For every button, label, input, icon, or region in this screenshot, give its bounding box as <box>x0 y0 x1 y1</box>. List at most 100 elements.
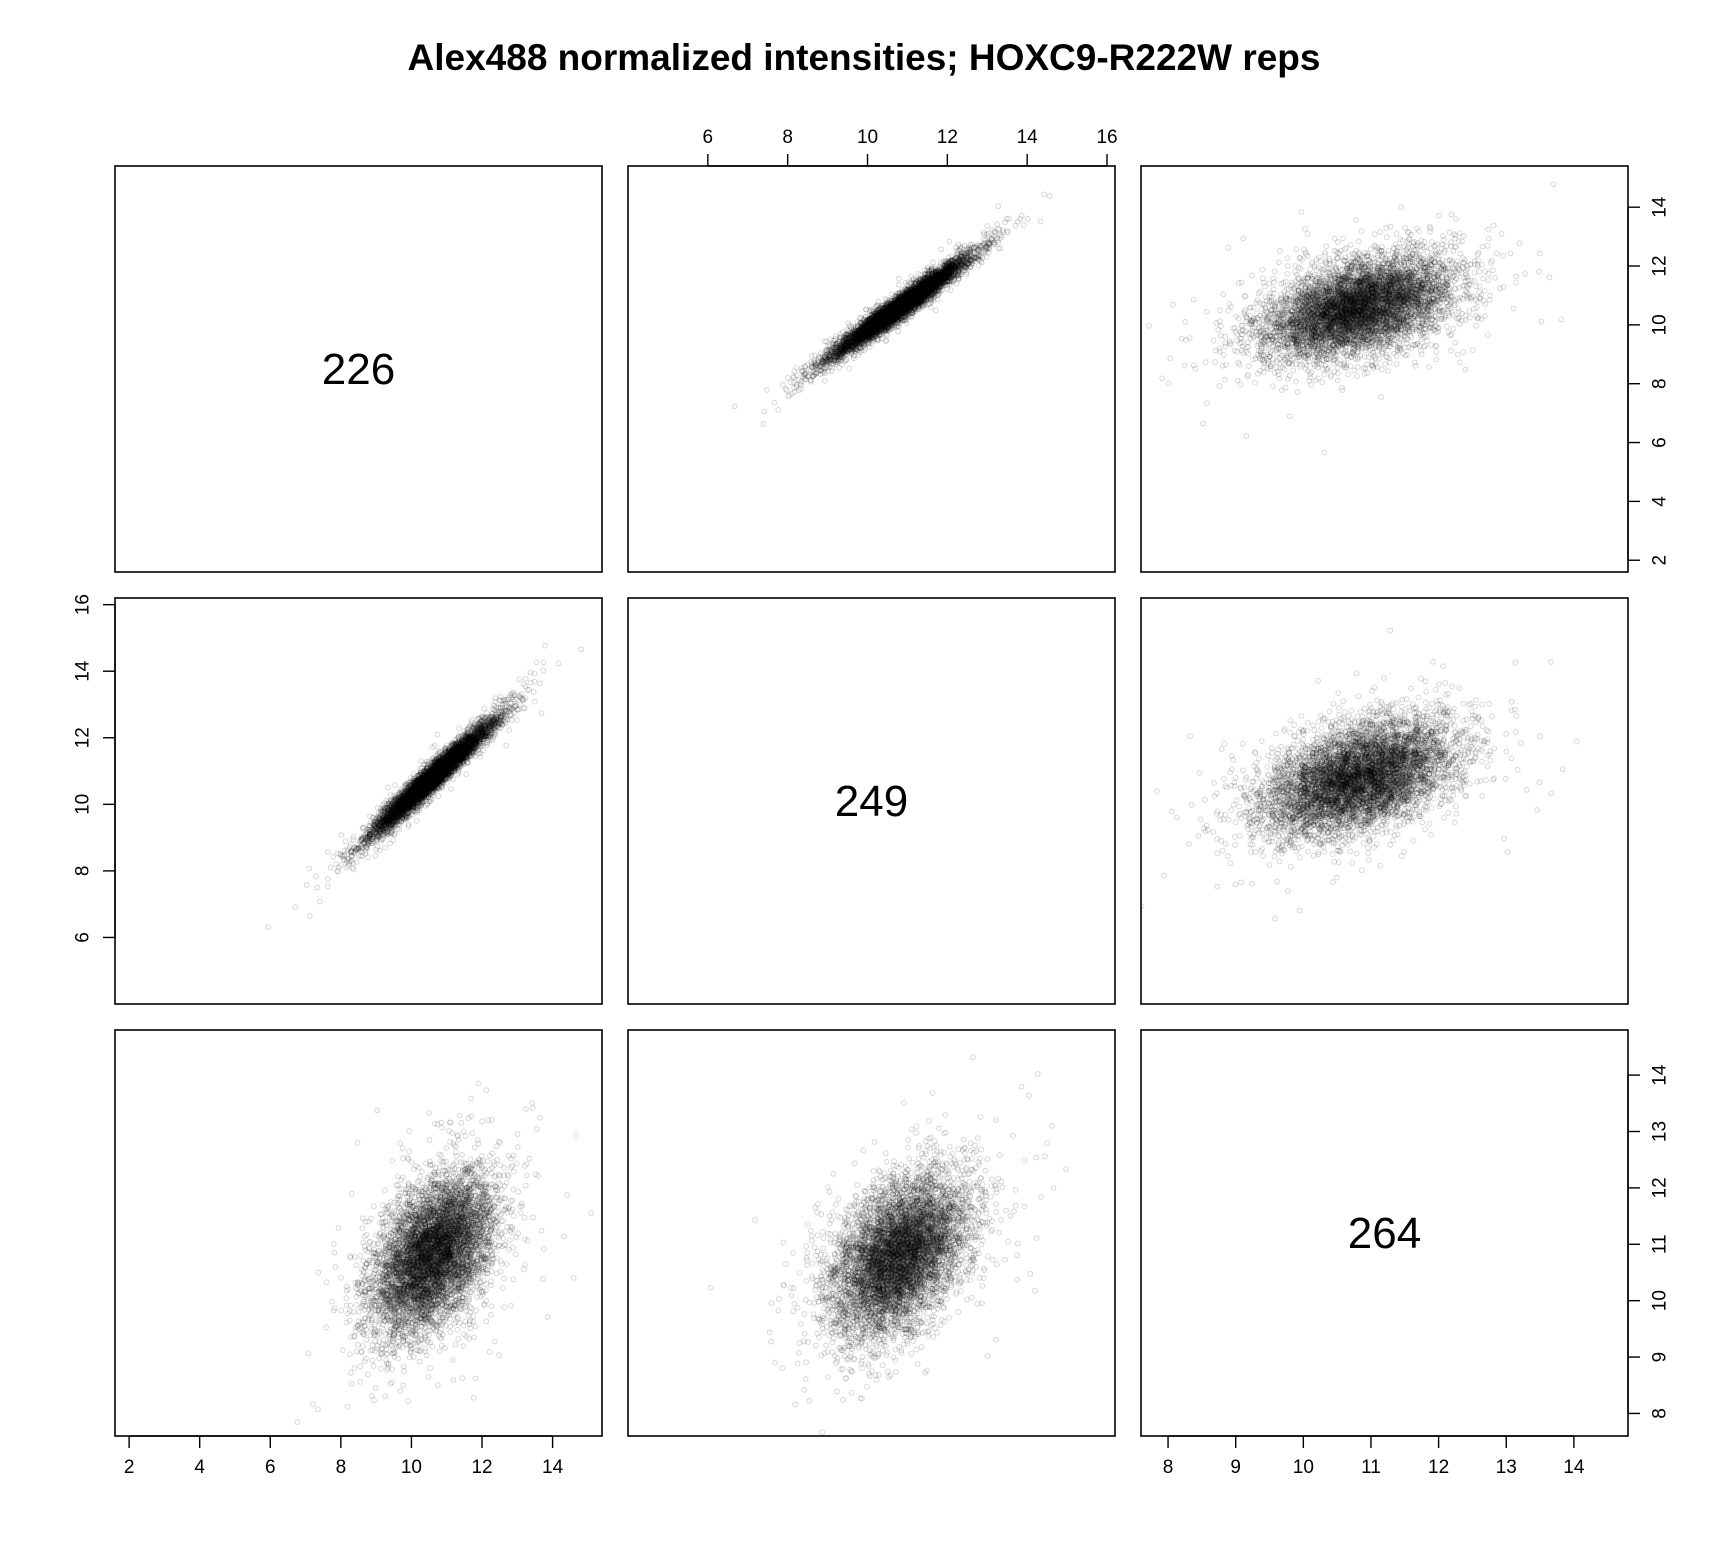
data-point <box>898 296 905 303</box>
data-point <box>835 353 841 360</box>
data-point <box>877 320 883 326</box>
data-point <box>936 275 943 282</box>
data-point <box>852 336 859 342</box>
data-point <box>886 307 893 314</box>
data-point <box>867 322 873 329</box>
data-point <box>909 298 916 305</box>
data-point <box>868 329 875 336</box>
data-point <box>870 320 877 326</box>
data-point <box>918 285 925 292</box>
data-point <box>883 304 890 311</box>
data-point <box>907 294 914 301</box>
data-point <box>865 335 872 342</box>
data-point <box>903 300 909 307</box>
data-point <box>871 318 878 325</box>
data-point <box>863 329 869 336</box>
data-point <box>861 317 868 324</box>
data-point <box>903 308 909 315</box>
data-point <box>880 321 887 328</box>
data-point <box>974 246 981 253</box>
data-point <box>906 291 913 298</box>
data-point <box>903 298 910 305</box>
data-point <box>950 279 956 285</box>
data-point <box>924 291 931 297</box>
data-point <box>955 268 962 275</box>
data-point <box>825 357 831 364</box>
data-point <box>979 254 986 261</box>
data-point <box>864 327 870 334</box>
data-point <box>892 307 898 314</box>
data-point <box>948 265 955 272</box>
data-point <box>846 365 853 372</box>
data-point <box>873 319 879 326</box>
data-point <box>936 287 942 293</box>
data-point <box>931 280 938 286</box>
data-point <box>947 261 953 267</box>
data-point <box>864 330 871 337</box>
data-point <box>916 289 922 296</box>
data-point <box>893 313 900 320</box>
data-point <box>853 332 860 339</box>
data-point <box>874 324 881 331</box>
data-point <box>930 276 937 283</box>
data-point <box>933 278 939 285</box>
data-point <box>911 288 918 295</box>
data-point <box>918 299 925 306</box>
data-point <box>903 294 909 301</box>
data-point <box>917 286 924 293</box>
data-point <box>955 275 962 282</box>
data-point <box>919 294 926 300</box>
panel-frame-1-0 <box>114 597 603 1005</box>
data-point <box>889 318 896 325</box>
data-point <box>926 276 932 283</box>
data-point <box>860 320 866 326</box>
data-point <box>923 277 929 284</box>
data-point <box>919 284 926 291</box>
data-point <box>840 349 847 355</box>
data-point <box>940 269 946 276</box>
data-point <box>906 300 913 307</box>
data-point <box>908 304 915 311</box>
data-point <box>852 339 858 346</box>
data-point <box>914 300 921 307</box>
data-point <box>921 289 927 296</box>
data-point <box>922 286 928 293</box>
data-point <box>887 308 894 315</box>
data-point <box>901 305 908 312</box>
data-point <box>866 333 873 340</box>
data-point <box>887 306 893 312</box>
data-point <box>896 310 902 317</box>
data-point <box>866 316 873 323</box>
panel-frame-2-1 <box>627 1029 1116 1437</box>
data-point <box>900 304 907 311</box>
data-point <box>945 263 952 270</box>
data-point <box>840 334 847 341</box>
data-point <box>890 302 896 309</box>
data-point <box>844 344 850 351</box>
data-point <box>853 339 859 346</box>
data-point <box>859 335 865 341</box>
data-point <box>926 279 932 286</box>
data-point <box>880 316 886 323</box>
data-point <box>883 317 890 324</box>
data-point <box>925 277 932 284</box>
data-point <box>875 320 881 327</box>
data-point <box>837 354 844 360</box>
data-point <box>938 271 944 278</box>
data-point <box>933 270 940 277</box>
data-point <box>896 302 903 308</box>
data-point <box>903 301 910 308</box>
data-point <box>949 266 956 273</box>
data-point <box>837 345 844 352</box>
data-point <box>832 340 839 347</box>
data-point <box>921 285 927 292</box>
data-point <box>945 259 951 266</box>
data-point <box>899 299 905 305</box>
data-point <box>881 323 888 330</box>
data-point <box>854 323 861 330</box>
data-point <box>876 317 883 324</box>
data-point <box>952 258 958 265</box>
data-point <box>890 308 896 314</box>
data-point <box>905 291 912 298</box>
data-point <box>949 274 956 281</box>
